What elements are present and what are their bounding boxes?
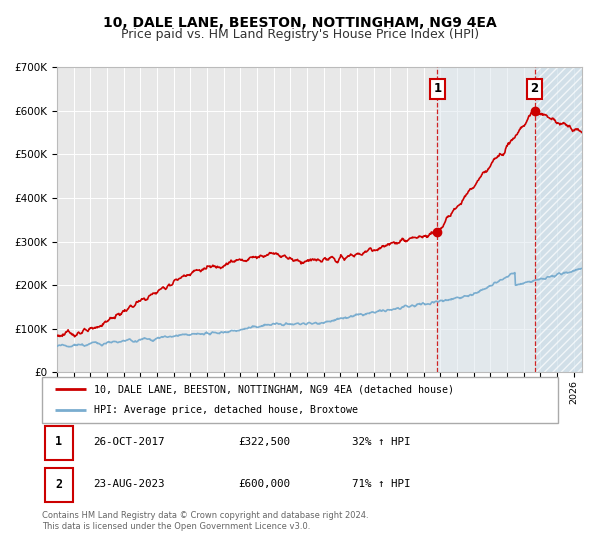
- Text: 1: 1: [55, 435, 62, 449]
- Text: 2: 2: [530, 82, 539, 96]
- Text: HPI: Average price, detached house, Broxtowe: HPI: Average price, detached house, Brox…: [94, 405, 358, 416]
- Text: Price paid vs. HM Land Registry's House Price Index (HPI): Price paid vs. HM Land Registry's House …: [121, 28, 479, 41]
- Text: £322,500: £322,500: [238, 437, 290, 447]
- Text: 1: 1: [433, 82, 442, 96]
- Text: Contains HM Land Registry data © Crown copyright and database right 2024.: Contains HM Land Registry data © Crown c…: [42, 511, 368, 520]
- Text: 26-OCT-2017: 26-OCT-2017: [94, 437, 165, 447]
- Text: 10, DALE LANE, BEESTON, NOTTINGHAM, NG9 4EA (detached house): 10, DALE LANE, BEESTON, NOTTINGHAM, NG9 …: [94, 384, 454, 394]
- Bar: [437, 67, 535, 372]
- Text: 10, DALE LANE, BEESTON, NOTTINGHAM, NG9 4EA: 10, DALE LANE, BEESTON, NOTTINGHAM, NG9 …: [103, 16, 497, 30]
- Text: 23-AUG-2023: 23-AUG-2023: [94, 479, 165, 489]
- Text: 2: 2: [55, 478, 62, 491]
- Text: 71% ↑ HPI: 71% ↑ HPI: [352, 479, 410, 489]
- FancyBboxPatch shape: [44, 426, 73, 460]
- Text: 32% ↑ HPI: 32% ↑ HPI: [352, 437, 410, 447]
- Text: £600,000: £600,000: [238, 479, 290, 489]
- Text: This data is licensed under the Open Government Licence v3.0.: This data is licensed under the Open Gov…: [42, 522, 310, 531]
- FancyBboxPatch shape: [44, 468, 73, 502]
- Bar: [535, 67, 582, 372]
